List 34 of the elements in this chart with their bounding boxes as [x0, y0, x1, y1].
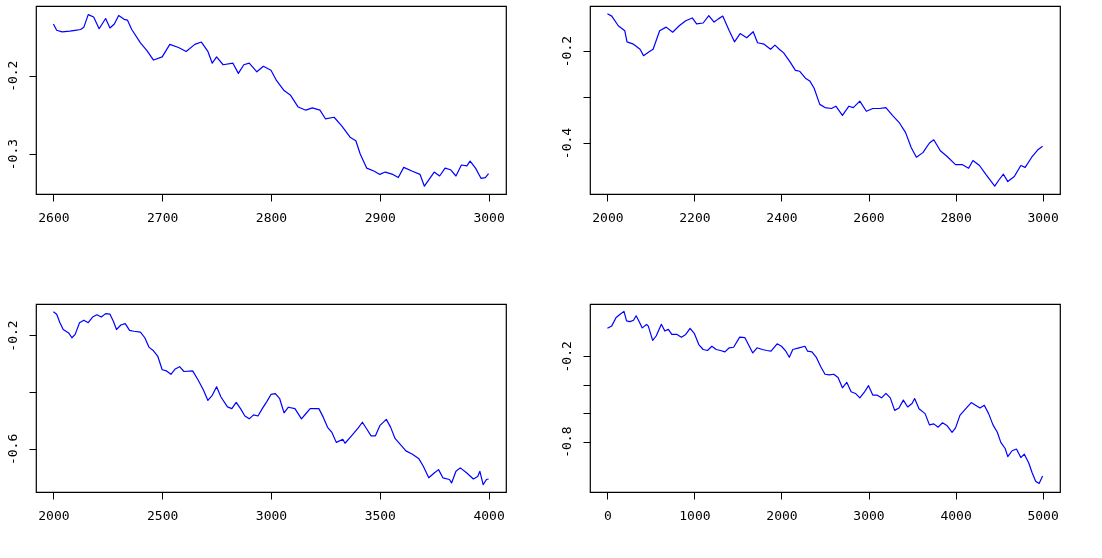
x-tick-label: 2600 — [853, 209, 885, 225]
y-tick-label: -0.3 — [4, 138, 20, 171]
x-tick-label: 2000 — [38, 507, 70, 523]
line-series — [606, 310, 1044, 485]
x-tick-label: 2700 — [147, 209, 179, 225]
y-tick-label: -0.2 — [4, 320, 20, 352]
y-tick-label: -0.8 — [558, 426, 574, 458]
x-tick-label: 2500 — [147, 507, 179, 523]
x-tick-label: 2000 — [766, 507, 798, 523]
y-tick-label: -0.2 — [558, 341, 574, 373]
y-tick-label: -0.2 — [4, 60, 20, 92]
line-series — [52, 311, 490, 486]
y-tick-label: -0.4 — [558, 127, 574, 160]
x-tick-label: 3500 — [364, 507, 396, 523]
y-tick-label: -0.6 — [4, 433, 20, 466]
x-tick-label: 0 — [603, 507, 612, 523]
y-tick-label: -0.2 — [558, 35, 574, 68]
x-tick-label: 3000 — [473, 209, 505, 225]
x-tick-label: 3000 — [853, 507, 885, 523]
line-series — [606, 13, 1044, 187]
line-series — [52, 14, 490, 187]
x-tick-label: 2200 — [679, 209, 711, 225]
x-tick-label: 4000 — [940, 507, 972, 523]
x-tick-label: 2800 — [940, 209, 972, 225]
x-tick-label: 2900 — [364, 209, 396, 225]
x-tick-label: 4000 — [473, 507, 505, 523]
x-tick-label: 2000 — [592, 209, 624, 225]
x-tick-label: 2600 — [38, 209, 70, 225]
x-tick-label: 3000 — [1027, 209, 1059, 225]
x-tick-label: 5000 — [1027, 507, 1059, 523]
x-tick-label: 2800 — [255, 209, 288, 225]
x-tick-label: 3000 — [255, 507, 288, 523]
x-tick-label: 1000 — [679, 507, 711, 523]
x-tick-label: 2400 — [766, 209, 798, 225]
